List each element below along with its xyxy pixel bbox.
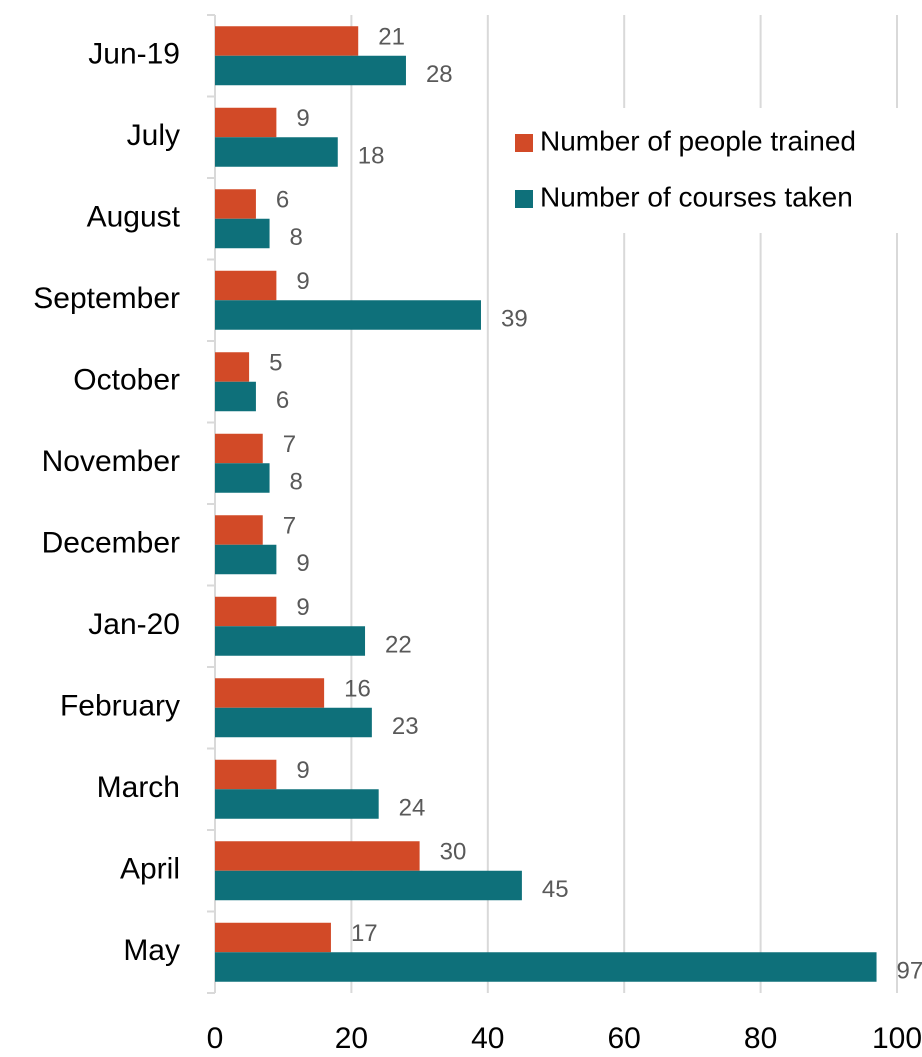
legend-swatch — [515, 134, 533, 152]
data-label: 24 — [399, 795, 426, 822]
bar — [215, 107, 277, 138]
data-label: 9 — [296, 594, 309, 621]
legend-swatch — [515, 190, 533, 208]
data-label: 8 — [290, 469, 303, 496]
x-tick-label: 20 — [335, 1022, 368, 1055]
bar — [215, 922, 331, 953]
bar — [215, 55, 406, 86]
bar — [215, 300, 481, 330]
x-tick-label: 100 — [872, 1022, 922, 1055]
data-label: 9 — [296, 105, 309, 132]
data-label: 97 — [897, 958, 922, 985]
bar — [215, 678, 325, 708]
bar — [215, 218, 270, 249]
bar — [215, 759, 277, 790]
y-tick-label: April — [120, 853, 180, 886]
bar — [215, 433, 263, 464]
bar — [215, 789, 379, 819]
y-tick-label: November — [42, 445, 180, 478]
bar — [215, 381, 256, 412]
bar — [215, 26, 359, 56]
data-label: 45 — [542, 876, 569, 903]
data-label: 18 — [358, 143, 385, 170]
y-tick-label: Jun-19 — [88, 38, 180, 71]
y-tick-label: Jan-20 — [88, 608, 180, 641]
data-label: 8 — [290, 224, 303, 251]
y-tick-label: February — [60, 690, 180, 723]
data-label: 5 — [269, 350, 282, 377]
x-tick-label: 40 — [471, 1022, 504, 1055]
data-label: 6 — [276, 187, 289, 214]
data-label: 7 — [283, 431, 296, 458]
data-label: 39 — [501, 306, 528, 333]
data-label: 7 — [283, 513, 296, 540]
data-label: 9 — [296, 550, 309, 577]
legend-label: Number of people trained — [540, 125, 856, 156]
bar — [215, 137, 338, 167]
data-label: 9 — [296, 268, 309, 295]
bar — [215, 841, 420, 871]
bar — [215, 189, 256, 219]
bar — [215, 870, 522, 901]
x-tick-label: 0 — [207, 1022, 224, 1055]
data-label: 23 — [392, 713, 419, 740]
bar — [215, 952, 877, 982]
y-tick-label: September — [33, 282, 180, 315]
bar — [215, 707, 372, 738]
x-tick-label: 80 — [744, 1022, 777, 1055]
bar — [215, 270, 277, 301]
data-label: 16 — [344, 676, 371, 703]
data-label: 21 — [378, 24, 405, 51]
data-label: 17 — [351, 920, 378, 947]
bar — [215, 596, 277, 627]
bar — [215, 626, 366, 656]
y-tick-label: March — [97, 771, 180, 804]
y-tick-label: December — [42, 527, 180, 560]
bar — [215, 352, 250, 382]
data-label: 6 — [276, 387, 289, 414]
bar — [215, 544, 277, 575]
bar — [215, 515, 263, 545]
data-label: 30 — [440, 839, 467, 866]
data-label: 28 — [426, 61, 453, 88]
x-tick-label: 60 — [608, 1022, 641, 1055]
legend-box — [515, 108, 922, 233]
y-tick-label: May — [123, 934, 180, 967]
y-tick-label: October — [73, 364, 180, 397]
data-label: 9 — [296, 757, 309, 784]
data-label: 22 — [385, 632, 412, 659]
legend-label: Number of courses taken — [540, 181, 853, 212]
bar — [215, 463, 270, 493]
y-tick-label: August — [87, 201, 181, 234]
y-tick-label: July — [127, 119, 180, 152]
